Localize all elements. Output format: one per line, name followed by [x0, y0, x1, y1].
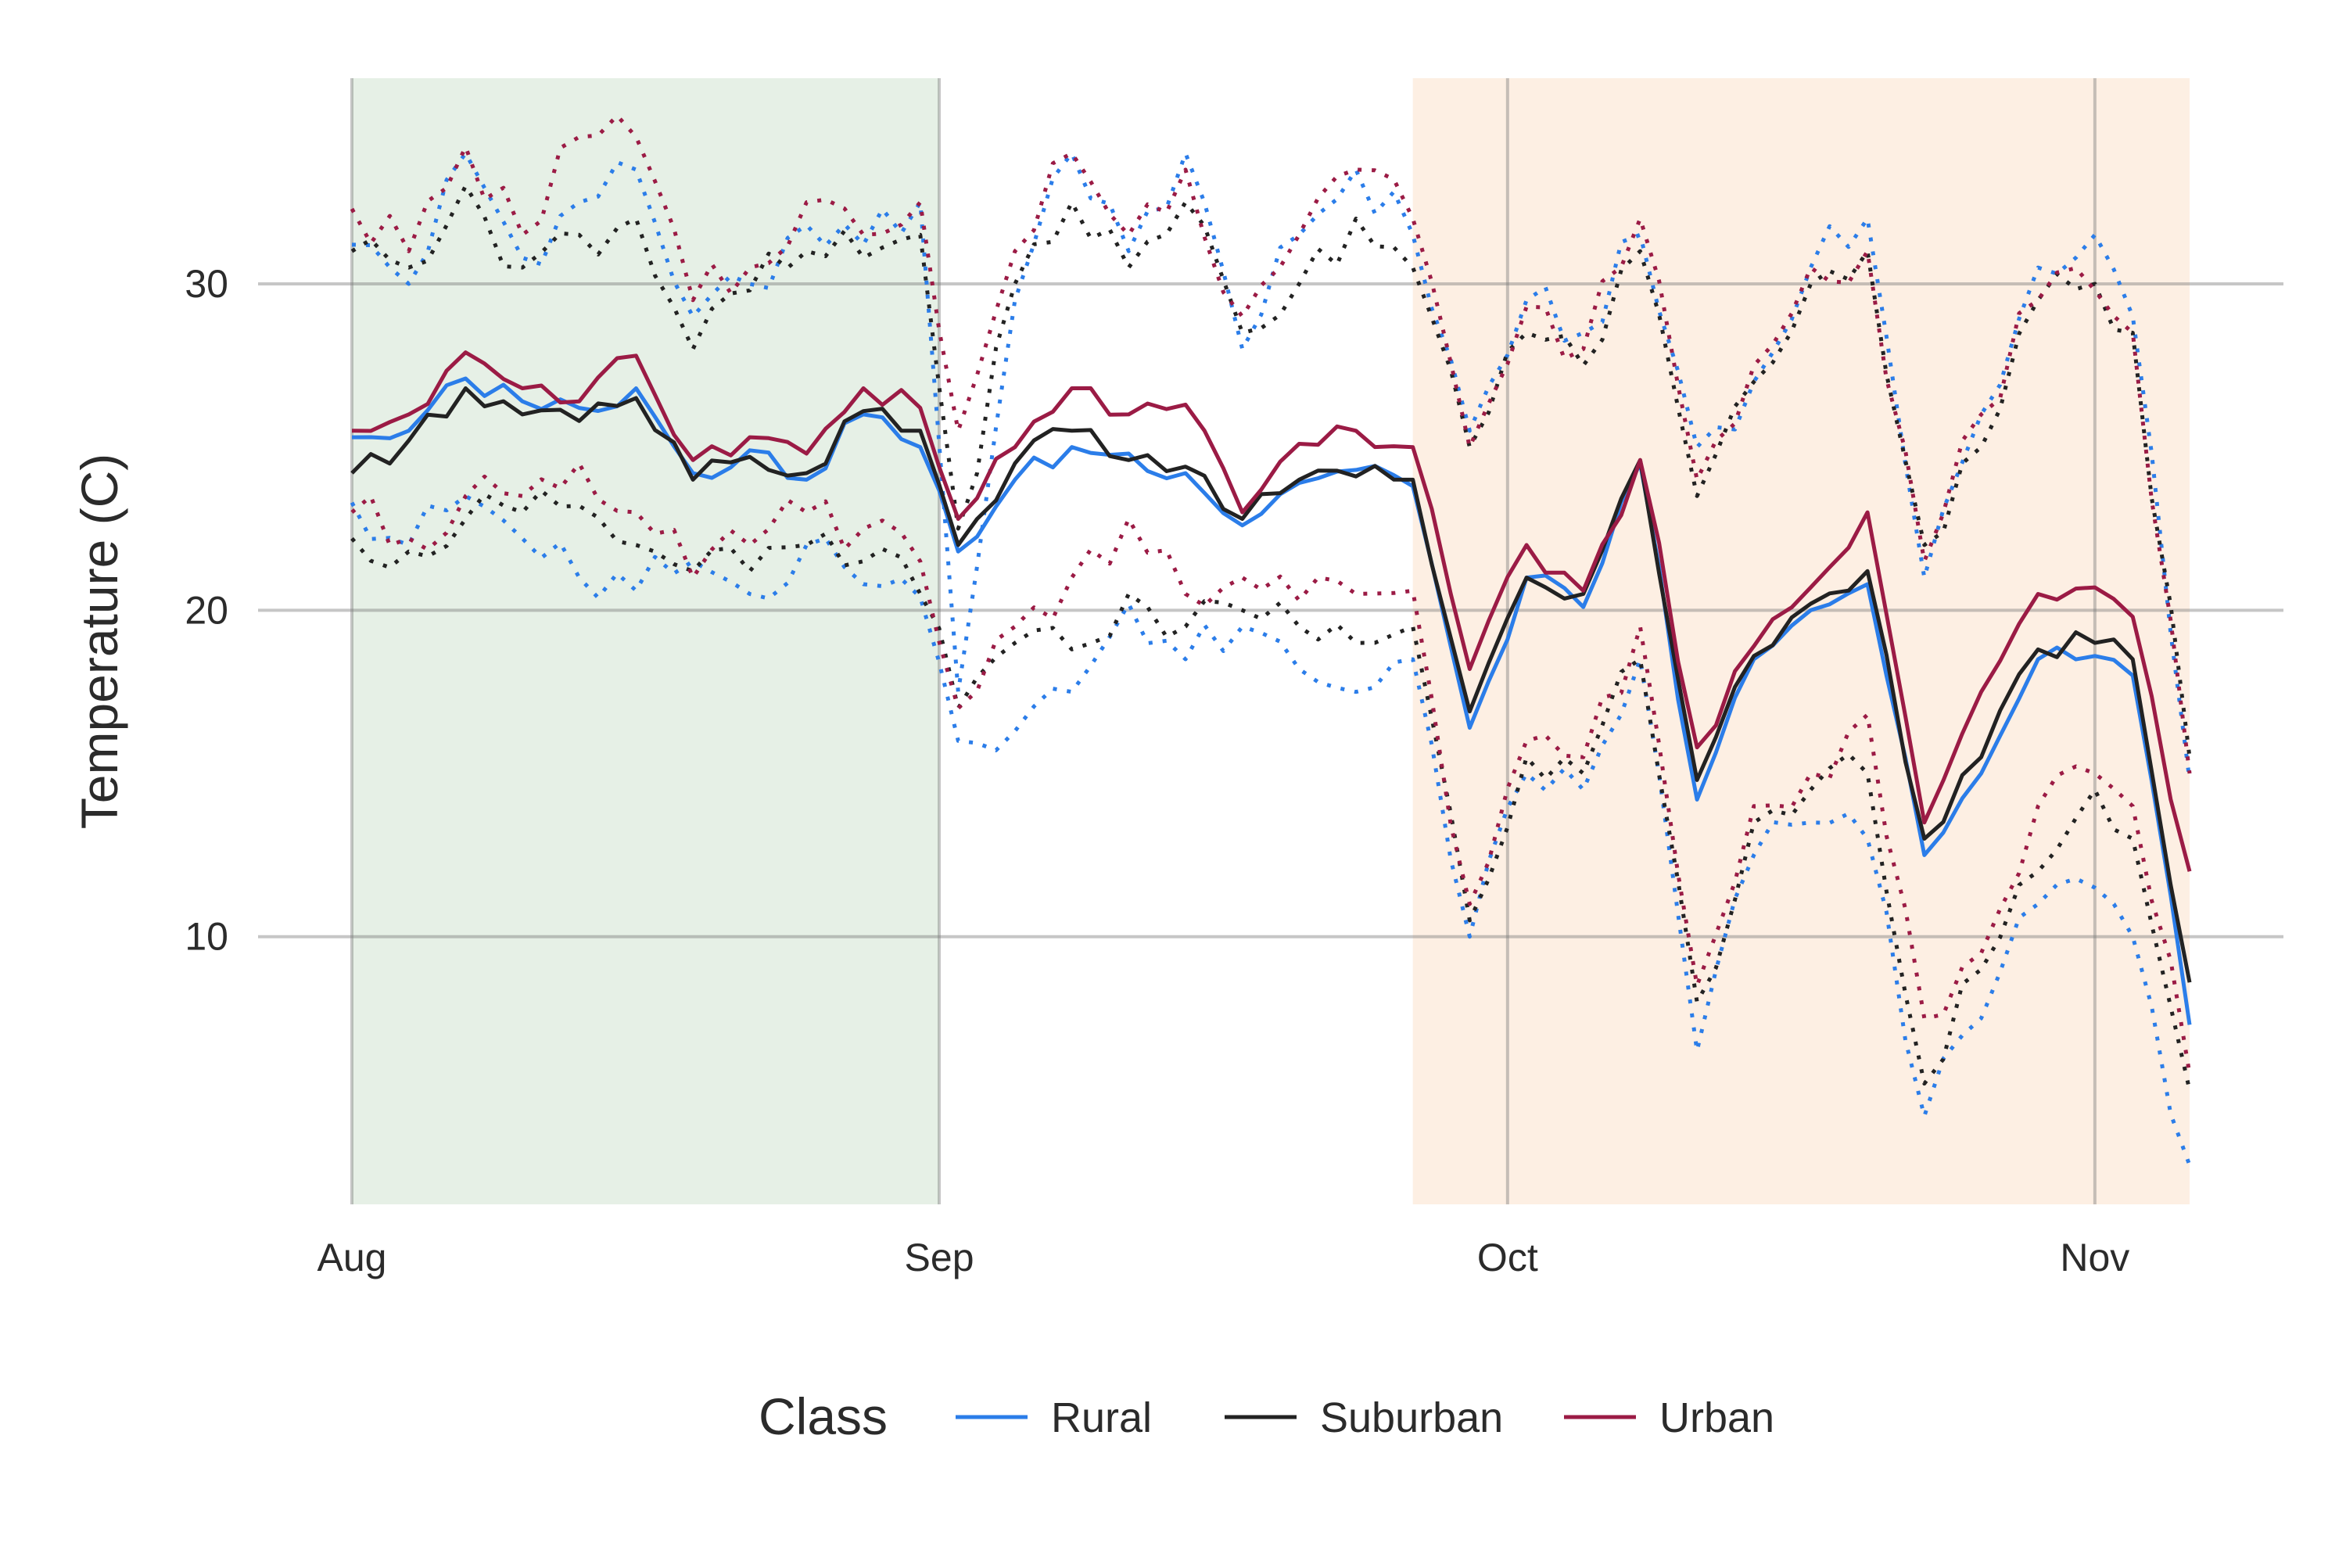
- y-tick-label-20: 20: [185, 588, 228, 632]
- shaded-region-2: [1412, 78, 2190, 1204]
- series-line-urban-max: [350, 113, 2192, 774]
- x-tick-label-sep: Sep: [905, 1236, 974, 1279]
- x-tick-label-aug: Aug: [317, 1236, 387, 1279]
- series-line-rural-max: [351, 151, 2192, 780]
- series-line-rural-min: [350, 493, 2192, 1166]
- season-shading: [352, 78, 2190, 1204]
- x-tick-label-oct: Oct: [1477, 1236, 1538, 1279]
- legend: Class Rural Suburban Urban: [759, 1387, 1774, 1445]
- series-line-rural-mean: [351, 376, 2192, 1025]
- x-tick-label-nov: Nov: [2060, 1236, 2129, 1279]
- series-lines: [350, 113, 2192, 1166]
- series-line-suburban-mean: [350, 386, 2192, 983]
- legend-label-suburban: Suburban: [1320, 1394, 1503, 1441]
- series-line-suburban-max: [350, 184, 2192, 758]
- y-axis-title: Temperature (C): [70, 454, 128, 829]
- y-axis-tick-labels: 10 20 30: [185, 262, 228, 959]
- y-tick-label-10: 10: [185, 915, 228, 959]
- y-tick-label-30: 30: [185, 262, 228, 306]
- series-line-urban-mean: [351, 350, 2192, 872]
- x-axis-tick-labels: Aug Sep Oct Nov: [317, 1236, 2130, 1279]
- legend-title: Class: [759, 1387, 888, 1445]
- shaded-region-1: [352, 78, 940, 1204]
- legend-label-urban: Urban: [1659, 1394, 1774, 1441]
- legend-label-rural: Rural: [1051, 1394, 1152, 1441]
